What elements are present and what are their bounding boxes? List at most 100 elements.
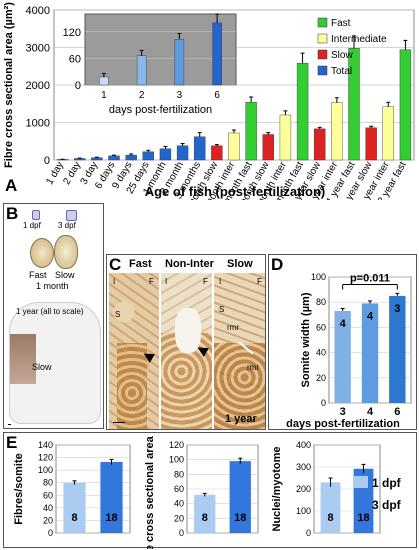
label-i3: I (219, 277, 222, 286)
bar-label-e: 18 (234, 512, 246, 524)
inset-plot-area (84, 13, 237, 86)
micrograph-slow (214, 273, 265, 429)
ytick-label-e: 400 (296, 440, 311, 450)
inset-ytick-label: 60 (69, 53, 81, 65)
xtick-label-d: 3 (340, 406, 346, 418)
ytick-label-a: 2000 (26, 80, 50, 92)
label-fast: Fast (29, 270, 47, 280)
label-s1: S (115, 310, 121, 319)
panel-label-c: C (109, 255, 122, 274)
ytick-label-e: 200 (296, 484, 311, 494)
inset-ytick-label: 120 (63, 27, 81, 39)
ytick-label-e: 20 (174, 513, 184, 523)
panel-d: D 0 20 40 60 80 100 4 3 4 4 3 6 p=0.011 Somite width … (268, 254, 417, 430)
bar-a (194, 136, 206, 161)
legend-label-e: 3 dpf (372, 498, 402, 512)
panel-c: C Fast Non-Inter Slow I F S I F I F S rm… (106, 254, 266, 430)
xlabel-a: Age of fish (post-fertilization) (145, 184, 326, 199)
label-i2: I (165, 277, 168, 286)
legend-label-a: Total (331, 66, 352, 77)
label-3dpf: 3 dpf (58, 221, 76, 230)
ytick-label-e: 140 (38, 440, 53, 450)
ylabel-d: Somite width (µm) (300, 292, 312, 387)
ytick-label-e: 0 (306, 528, 311, 538)
panel-label-b: B (6, 204, 19, 223)
ylabel-e: Nuclei/myotome (271, 447, 283, 532)
bar-label-d: 4 (340, 318, 347, 330)
legend-label-a: Intermediate (331, 34, 387, 45)
bar-d (361, 303, 379, 403)
slow-muscle-region (10, 334, 36, 384)
bar-label-e: 8 (202, 512, 208, 524)
bar-e (320, 482, 341, 533)
bar-label-e: 8 (71, 512, 77, 524)
panel-b: B 1 dpf 3 dpf Fast Slow 1 month 1 year (… (3, 203, 104, 429)
section-3dpf-icon (66, 210, 77, 221)
inset-bar (212, 22, 222, 86)
ytick-label-d: 20 (316, 373, 326, 383)
label-rmr2: rmr (247, 363, 259, 372)
label-f3: F (257, 277, 262, 286)
bar-a (176, 145, 189, 161)
bar-a (314, 128, 326, 161)
bar-a (74, 158, 86, 161)
ytick-label-e: 100 (169, 455, 184, 465)
panel-label-e: E (6, 433, 18, 452)
xlabel-d: days post-fertilization (286, 418, 400, 430)
bar-a (365, 127, 377, 161)
panel-a: A 0 1000 2000 3000 4000 1 day 2 day 3 day 6 days… (0, 0, 419, 200)
bar-e (194, 494, 216, 533)
inset-xtick-label: 2 (139, 90, 145, 101)
ytick-label-a: 4000 (26, 5, 50, 17)
bar-a (108, 155, 120, 161)
xtick-label-d: 4 (367, 406, 374, 418)
bar-label-d: 4 (367, 310, 374, 322)
bar-label-d: 3 (394, 303, 400, 315)
inset-xtick-label: 6 (214, 90, 220, 101)
legend-swatch-e (354, 498, 368, 510)
inset-bar (174, 39, 185, 86)
bar-e (229, 461, 251, 533)
ytick-label-e: 60 (43, 490, 53, 500)
ytick-label-e: 60 (174, 484, 184, 494)
bar-e (100, 461, 123, 533)
legend-swatch-a (317, 49, 328, 60)
label-slow-c: Slow (227, 258, 253, 270)
xtick-label-d: 6 (394, 406, 400, 418)
ytick-label-a: 3000 (26, 43, 50, 55)
legend-swatch-a (317, 17, 328, 28)
label-slow-region: Slow (32, 362, 52, 372)
panel-label-d: D (271, 255, 284, 274)
bar-a (348, 48, 360, 161)
section-1dpf-icon (32, 210, 40, 220)
ytick-label-d: 80 (316, 297, 326, 307)
panel-label-a: A (5, 176, 18, 195)
ytick-label-d: 100 (311, 272, 326, 282)
inset-ytick-label: 0 (75, 80, 81, 92)
label-1year-c: 1 year (225, 413, 257, 425)
ytick-label-e: 80 (43, 478, 53, 488)
label-s3: S (219, 305, 225, 314)
ytick-label-e: 80 (174, 469, 184, 479)
label-1month: 1 month (36, 281, 69, 291)
micrograph-noninter (161, 273, 212, 429)
bar-d (389, 295, 406, 403)
bar-a (91, 157, 103, 161)
ylabel-e: Fibres/somite (13, 453, 25, 525)
bar-a (399, 49, 412, 161)
legend-swatch-a (317, 65, 328, 76)
ytick-label-e: 0 (179, 528, 184, 538)
panel-e: E 0 20 40 60 80 100 120 140 8 18 Fibres/somite 0 20 4… (3, 432, 417, 549)
micrograph-fast (109, 273, 159, 429)
bar-a (245, 102, 257, 161)
ytick-label-e: 100 (38, 465, 53, 475)
bar-d (334, 311, 351, 403)
legend-label-a: Slow (331, 50, 353, 61)
ytick-label-e: 0 (48, 528, 53, 538)
scale-bar-c (113, 422, 125, 423)
section-1month-fast (30, 238, 54, 268)
bar-a (279, 114, 292, 161)
label-1dpf: 1 dpf (23, 221, 41, 230)
label-rmr1: rmr (227, 323, 239, 332)
